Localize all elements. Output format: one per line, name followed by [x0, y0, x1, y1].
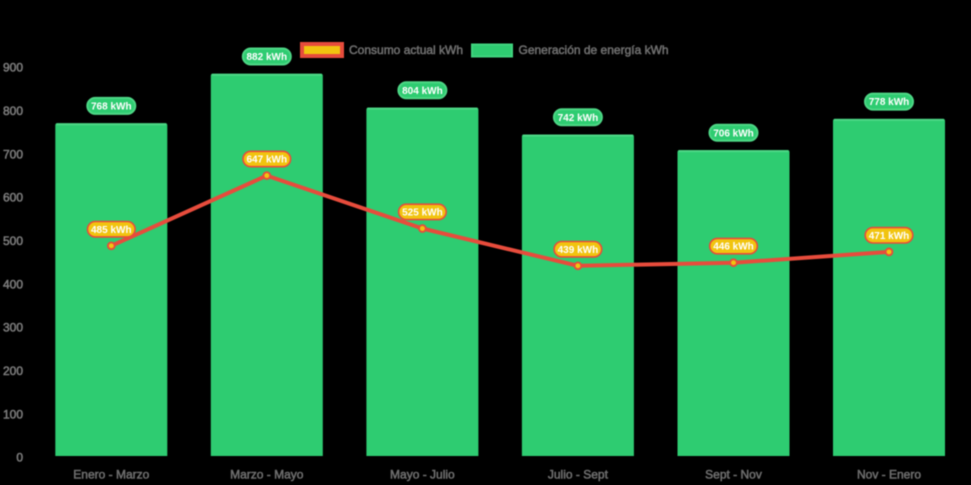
svg-text:706 kWh: 706 kWh [713, 128, 754, 139]
svg-text:Nov - Enero: Nov - Enero [857, 468, 921, 482]
svg-text:500: 500 [3, 234, 23, 248]
svg-text:768 kWh: 768 kWh [91, 102, 132, 113]
svg-text:525 kWh: 525 kWh [402, 208, 443, 219]
svg-text:Julio - Sept: Julio - Sept [548, 468, 609, 482]
svg-text:0: 0 [16, 451, 23, 465]
svg-text:600: 600 [3, 191, 23, 205]
svg-text:Marzo - Mayo: Marzo - Mayo [230, 468, 304, 482]
svg-text:Generación de energía kWh: Generación de energía kWh [519, 43, 669, 57]
svg-text:400: 400 [3, 277, 23, 291]
svg-text:100: 100 [3, 407, 23, 421]
svg-text:485 kWh: 485 kWh [91, 225, 132, 236]
svg-text:446 kWh: 446 kWh [713, 242, 754, 253]
svg-text:471 kWh: 471 kWh [869, 231, 910, 242]
svg-text:Mayo - Julio: Mayo - Julio [390, 468, 455, 482]
svg-text:647 kWh: 647 kWh [247, 155, 288, 166]
svg-text:439 kWh: 439 kWh [558, 245, 599, 256]
svg-text:Consumo actual kWh: Consumo actual kWh [349, 43, 463, 57]
svg-text:200: 200 [3, 364, 23, 378]
svg-text:800: 800 [3, 104, 23, 118]
svg-text:Enero - Marzo: Enero - Marzo [73, 468, 149, 482]
svg-text:778 kWh: 778 kWh [869, 97, 910, 108]
svg-text:900: 900 [3, 61, 23, 75]
svg-text:882 kWh: 882 kWh [247, 52, 288, 63]
svg-text:300: 300 [3, 321, 23, 335]
svg-text:Sept - Nov: Sept - Nov [705, 468, 762, 482]
svg-text:742 kWh: 742 kWh [558, 113, 599, 124]
svg-text:804 kWh: 804 kWh [402, 86, 443, 97]
svg-text:700: 700 [3, 147, 23, 161]
